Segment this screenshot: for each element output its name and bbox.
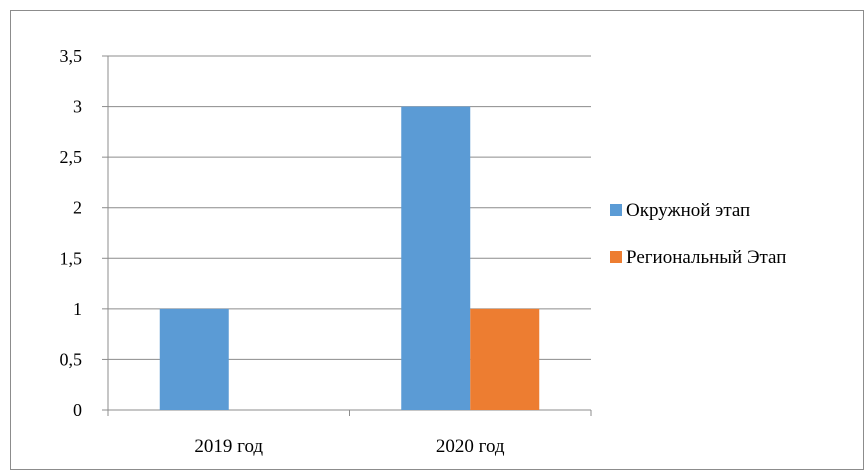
y-tick-label: 1 bbox=[73, 299, 82, 319]
y-tick-label: 1,5 bbox=[60, 248, 83, 268]
y-tick-label: 3,5 bbox=[60, 46, 83, 66]
legend: Окружной этап Региональный Этап bbox=[610, 200, 786, 268]
x-category-label: 2019 год bbox=[194, 436, 263, 457]
bars bbox=[159, 106, 540, 411]
bar-chart: 0 0,5 1 1,5 2 2,5 3 3,5 2019 год 2020 год Окружн… bbox=[60, 46, 787, 457]
y-tick-label: 0 bbox=[73, 400, 82, 420]
bar-regionalny-1 bbox=[470, 308, 540, 410]
y-tick-label: 2 bbox=[73, 198, 82, 218]
x-category-label: 2020 год bbox=[436, 436, 505, 457]
legend-swatch bbox=[610, 204, 622, 216]
legend-label: Региональный Этап bbox=[626, 247, 786, 268]
legend-label: Окружной этап bbox=[626, 200, 750, 221]
y-tick-label: 0,5 bbox=[60, 349, 83, 369]
x-category-labels: 2019 год 2020 год bbox=[194, 436, 505, 457]
y-tick-label: 2,5 bbox=[60, 147, 83, 167]
y-tick-label: 3 bbox=[73, 97, 82, 117]
bar-okruzhnoy-1 bbox=[401, 106, 471, 411]
legend-swatch bbox=[610, 251, 622, 263]
bar-okruzhnoy-0 bbox=[159, 308, 229, 410]
y-tick-labels: 0 0,5 1 1,5 2 2,5 3 3,5 bbox=[60, 46, 83, 420]
